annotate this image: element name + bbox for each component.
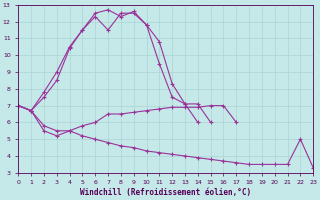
X-axis label: Windchill (Refroidissement éolien,°C): Windchill (Refroidissement éolien,°C)	[80, 188, 251, 197]
